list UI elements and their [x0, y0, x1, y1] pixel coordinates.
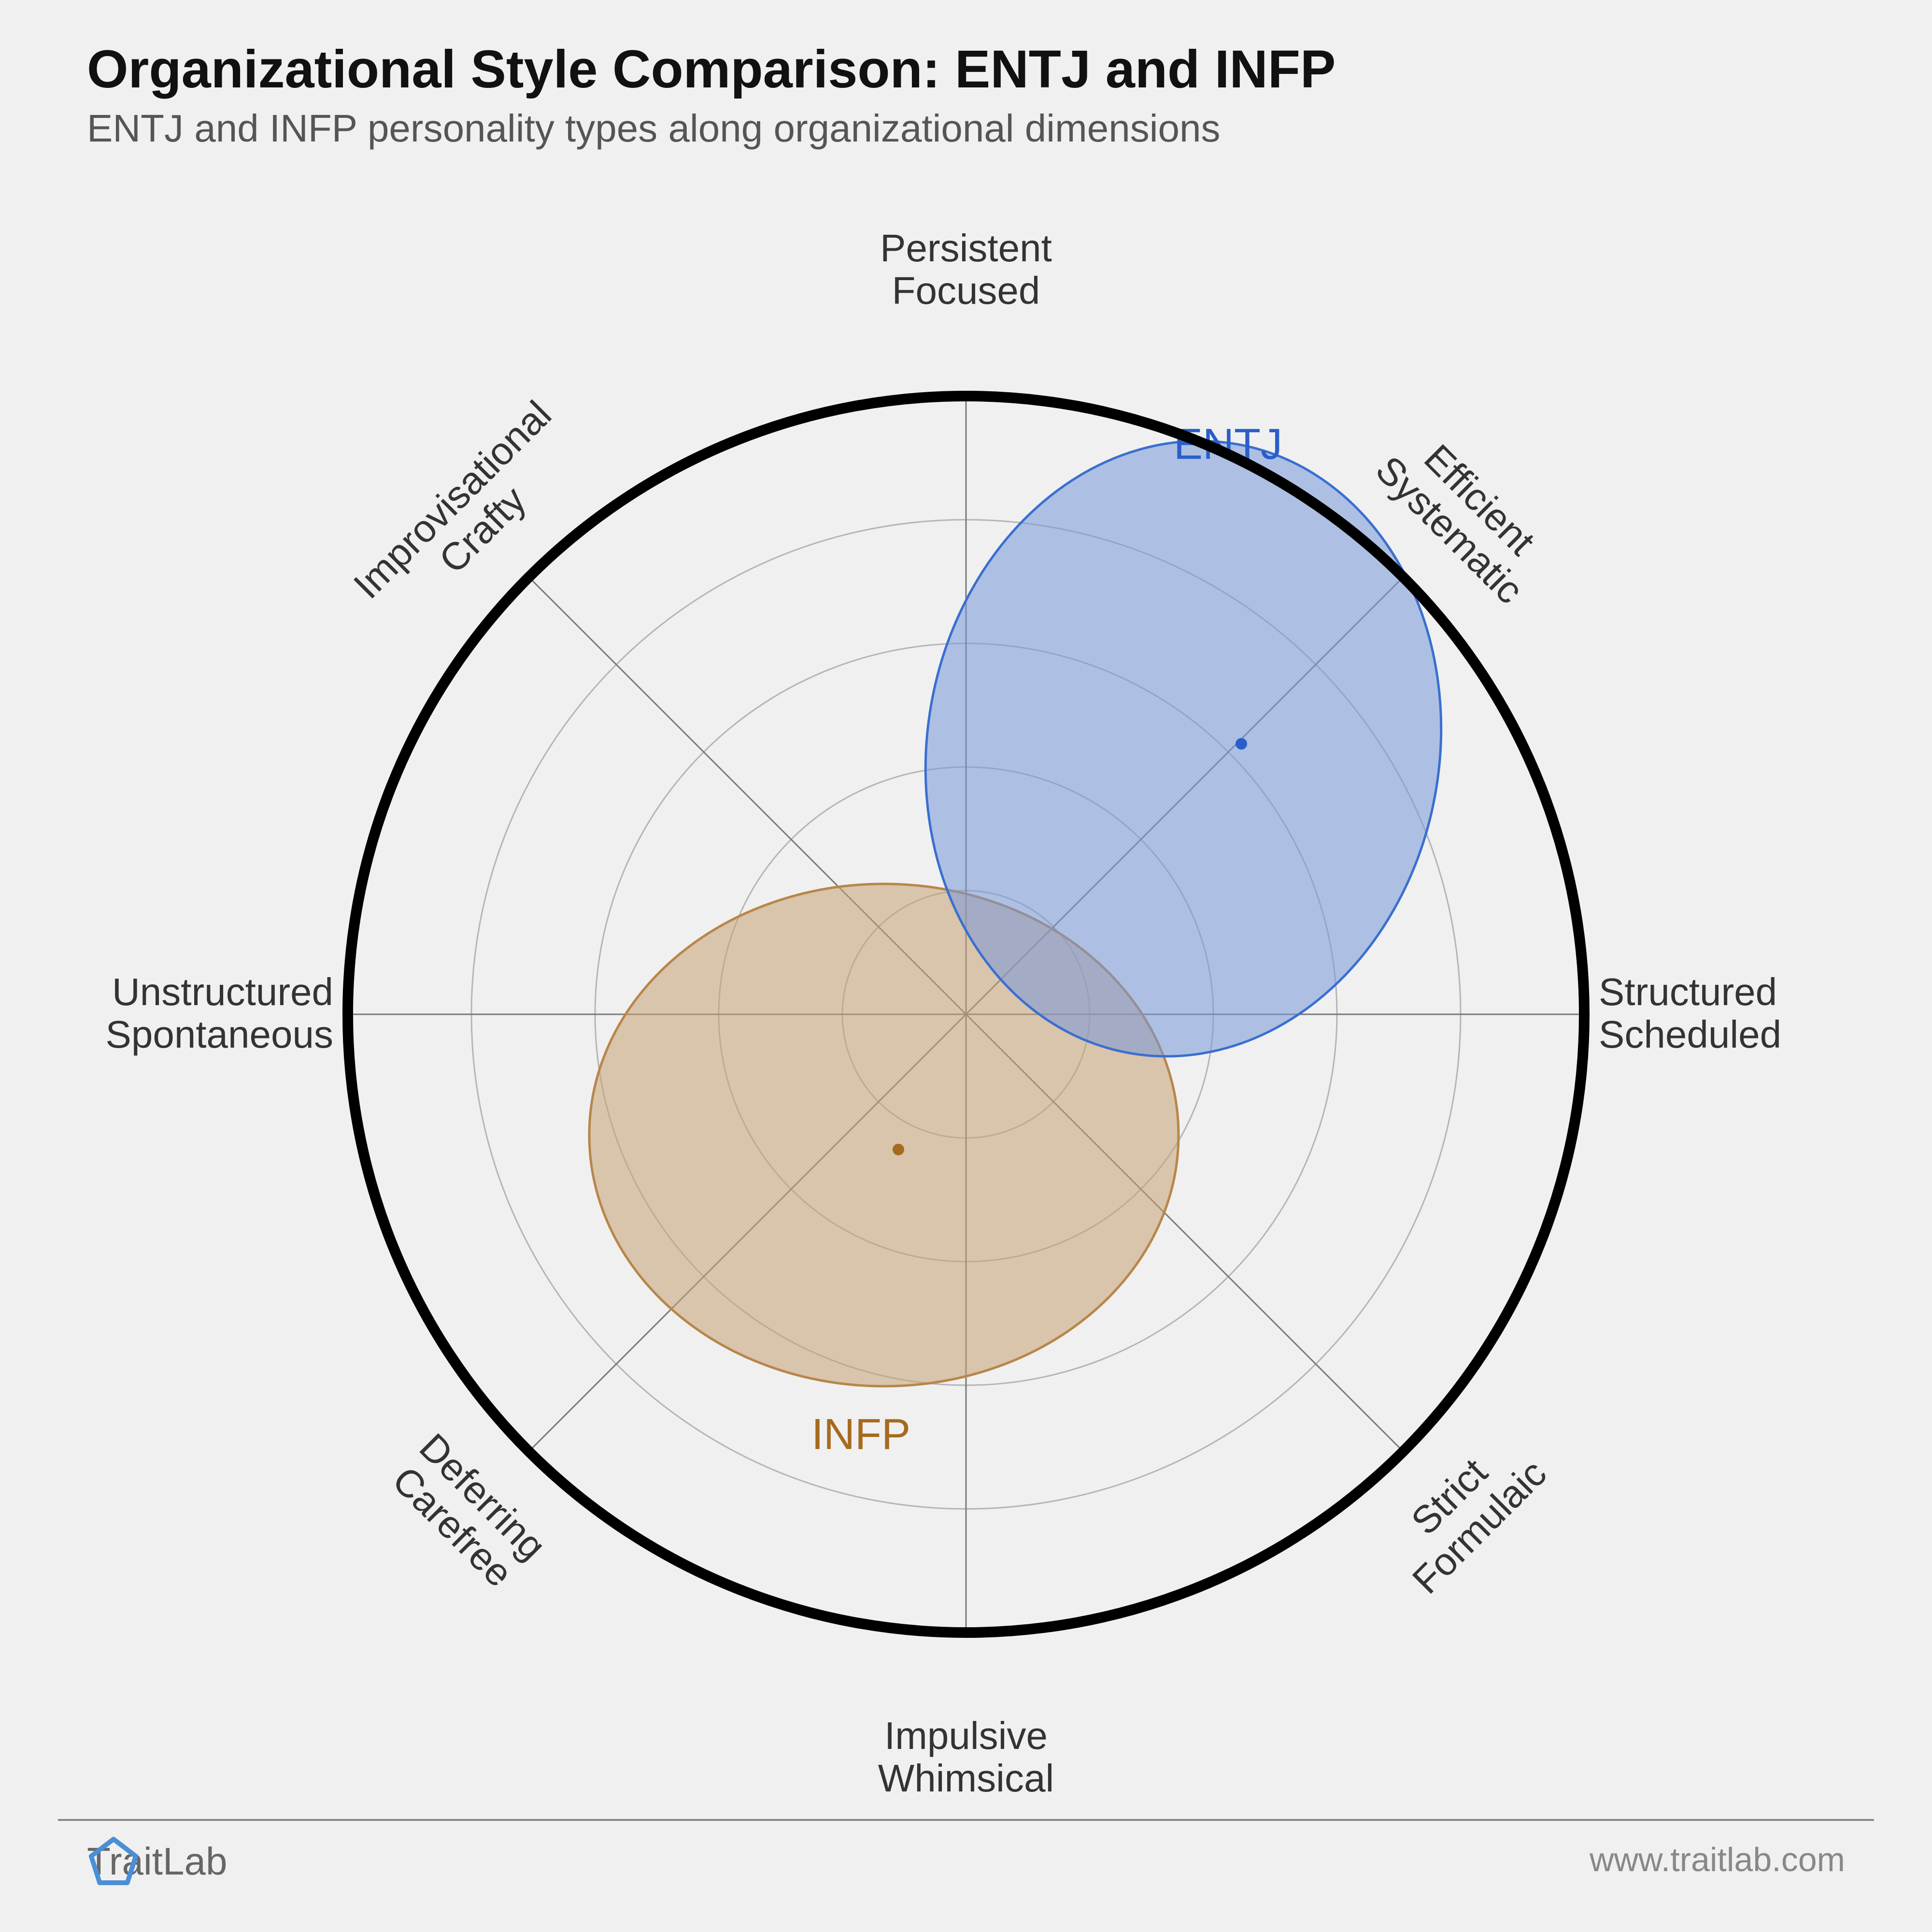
footer-divider [58, 1819, 1874, 1821]
axis-label: StructuredScheduled [1599, 971, 1932, 1056]
axis-label: ImpulsiveWhimsical [797, 1715, 1135, 1800]
group-label-entj: ENTJ [1174, 420, 1282, 469]
footer-url: www.traitlab.com [1590, 1840, 1845, 1879]
axis-label: PersistentFocused [797, 227, 1135, 312]
axis-label: UnstructuredSpontaneous [0, 971, 333, 1056]
group-label-infp: INFP [811, 1410, 910, 1459]
footer-brand: TraitLab [87, 1839, 227, 1884]
chart-container: Organizational Style Comparison: ENTJ an… [0, 0, 1932, 1932]
brand-logo-icon [87, 1835, 140, 1888]
